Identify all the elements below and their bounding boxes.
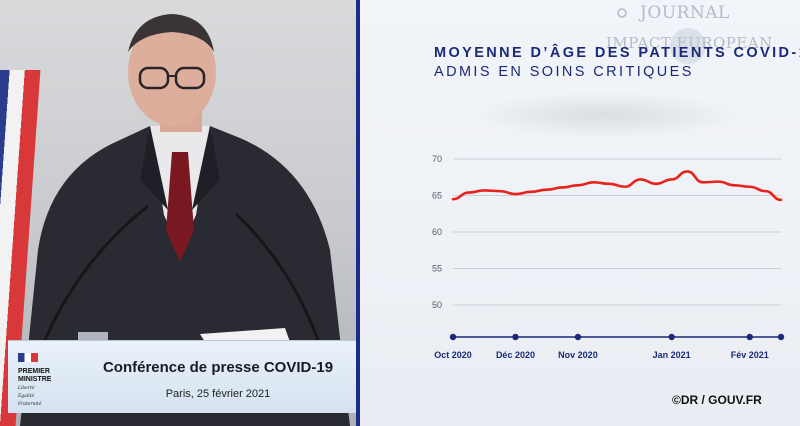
motto-3: Fraternité: [18, 402, 42, 407]
y-tick-label-60: 60: [432, 227, 442, 237]
y-tick-label-65: 65: [432, 191, 442, 201]
motto-1: Liberté: [18, 386, 35, 391]
conference-date: Paris, 25 février 2021: [165, 388, 271, 400]
x-marker-2: [574, 333, 582, 341]
photo-credit: ©DR / GOUV.FR: [672, 393, 762, 407]
video-panel: PREMIER MINISTRE Liberté Égalité Fratern…: [0, 0, 358, 426]
podium-plaque: PREMIER MINISTRE Liberté Égalité Fratern…: [8, 340, 356, 413]
x-marker-1: [512, 333, 519, 341]
x-tick-label-2: Nov 2020: [558, 350, 598, 360]
premier-ministre-logo: PREMIER MINISTRE Liberté Égalité Fratern…: [18, 353, 74, 408]
watermark-line-2: IMPACT EUROPEAN: [606, 34, 773, 52]
conference-title: Conférence de presse COVID-19: [102, 359, 334, 376]
x-marker-0: [449, 333, 457, 341]
watermark-line-1: JOURNAL: [640, 3, 730, 23]
x-marker-3: [668, 333, 675, 341]
y-tick-label-50: 50: [432, 300, 442, 310]
series-line: [451, 170, 783, 202]
title-shadow: [470, 92, 740, 138]
chart-title: MOYENNE D’ÂGE DES PATIENTS COVID-19: [434, 45, 800, 61]
chart-panel: [360, 0, 800, 426]
marianne-flag-icon: [18, 353, 38, 362]
globe-icon: [617, 8, 706, 64]
x-tick-label-0: Oct 2020: [434, 350, 472, 360]
x-tick-label-1: Déc 2020: [496, 350, 535, 360]
y-tick-label-70: 70: [432, 154, 442, 164]
line-chart: 50 55 60 65 70 Oct 2020 Déc 2020 Nov 2020 Jan 20…: [432, 154, 785, 360]
logo-line-1: PREMIER: [18, 368, 50, 375]
chart-subtitle: ADMIS EN SOINS CRITIQUES: [434, 64, 694, 80]
x-marker-5: [777, 333, 785, 341]
x-tick-label-3: Jan 2021: [653, 350, 691, 360]
motto-2: Égalité: [18, 394, 35, 399]
logo-line-2: MINISTRE: [18, 376, 52, 383]
y-tick-label-55: 55: [432, 264, 442, 274]
x-tick-label-4: Fév 2021: [731, 350, 769, 360]
panel-divider: [356, 0, 360, 426]
x-marker-4: [746, 333, 753, 341]
